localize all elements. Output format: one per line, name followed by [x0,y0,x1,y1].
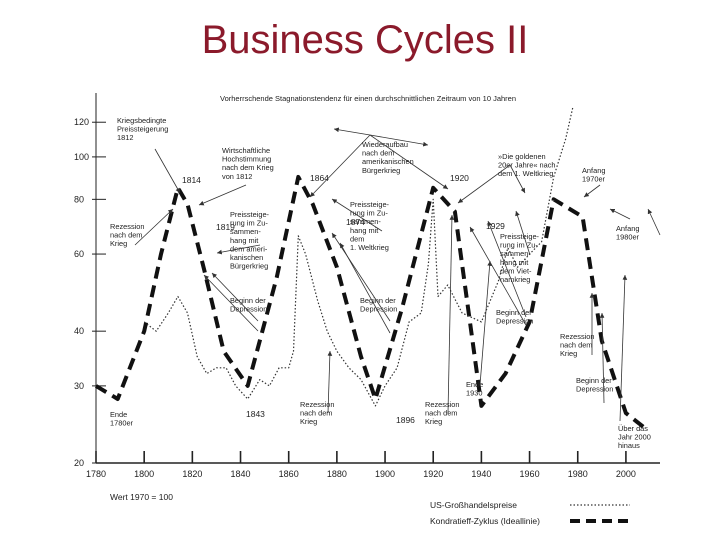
point-label-1896: 1896 [396,415,415,425]
x-tick-label: 1940 [471,469,491,479]
annotation-arrow [327,350,333,414]
x-tick-label: 1780 [86,469,106,479]
annotation-arrow [333,127,371,136]
annotation-arrow [457,164,511,204]
annotation-arrow [469,226,527,326]
x-tick-label: 1960 [520,469,540,479]
annotation-0: Kriegsbedingte Preissteigerung 1812 [117,116,168,142]
y-tick-label: 40 [74,326,84,336]
annotation-14: Rezession nach dem Krieg [560,332,595,358]
x-tick-label: 1880 [327,469,347,479]
annotation-arrow [369,134,429,147]
legend-label-0: US-Großhandelspreise [430,500,517,510]
annotation-arrow [599,312,605,404]
annotation-arrow [203,274,259,332]
annotation-15: Rezession nach dem Krieg [300,400,335,426]
annotation-arrow [479,260,493,386]
annotation-13: Beginn der Depression [576,376,613,394]
x-tick-label: 2000 [616,469,636,479]
x-tick-label: 1800 [134,469,154,479]
annotation-10: Beginn der Depression [230,296,267,314]
x-tick-label: 1920 [423,469,443,479]
annotation-3: »Die goldenen 20er Jahre« nach dem 1. Welt… [498,152,556,178]
annotation-5: Rezession nach dem Krieg [110,222,145,248]
point-label-1929: 1929 [486,221,505,231]
x-tick-label: 1820 [182,469,202,479]
annotation-1: Wirtschaftliche Hochstimmung nach dem Krie… [222,146,274,181]
annotation-arrow [198,184,247,206]
annotation-7: Preissteige-rung im Zu-sammen-hang mit de… [350,200,390,252]
base-note: Wert 1970 = 100 [110,492,173,502]
y-tick-label: 120 [74,117,89,127]
annotation-12: Beginn der Depression [496,308,533,326]
point-label-1874: 1874 [346,217,365,227]
annotation-arrow [487,220,527,318]
x-tick-label: 1860 [279,469,299,479]
annotation-arrow [609,208,631,220]
chart-title: Vorherrschende Stagnationstendenz für ei… [220,94,516,103]
annotation-19: Über das Jahr 2000 hinaus [618,424,651,450]
annotation-arrow [154,148,181,194]
y-tick-label: 80 [74,194,84,204]
x-tick-label: 1900 [375,469,395,479]
y-tick-label: 20 [74,458,84,468]
annotation-6: Preissteige-rung im Zu-sammen-hang mit de… [230,210,270,271]
y-tick-label: 30 [74,381,84,391]
annotation-arrow [583,184,601,198]
annotation-arrow [369,134,449,190]
x-tick-label: 1840 [231,469,251,479]
annotation-9: Anfang 1980er [616,224,640,242]
annotation-11: Beginn der Depression [360,296,397,314]
chart-annotations: Vorherrschende Stagnationstendenz für ei… [110,94,661,450]
annotation-arrow [134,208,174,246]
annotation-arrow [619,274,628,422]
y-tick-label: 100 [74,152,89,162]
annotation-arrow [447,214,455,414]
annotation-4: Anfang 1970er [582,166,606,184]
point-label-1843: 1843 [246,409,265,419]
annotation-arrow [211,272,259,322]
y-tick-label: 60 [74,249,84,259]
annotation-8: Preissteige-rung im Zu-sammen-hang mit de… [500,232,540,284]
x-tick-label: 1980 [568,469,588,479]
annotation-arrow [509,164,526,194]
point-label-1819: 1819 [216,222,235,232]
slide-title: Business Cycles II [201,18,529,62]
annotation-arrow [647,208,661,236]
legend-label-1: Kondratieff-Zyklus (Ideallinie) [430,516,540,526]
annotation-arrow [515,210,531,256]
annotation-17: Ende 1780er [110,410,134,428]
chart-figure: 120 100 80 60 40 30 20 1780 1800 1820 1840 1860 1880… [70,85,680,540]
annotation-arrow [216,244,261,255]
point-label-1920: 1920 [450,173,469,183]
point-label-1864: 1864 [310,173,329,183]
annotation-18: Ende 1930 [466,380,483,398]
annotation-2: Wiederaufbau nach dem amerikanischen Bürger… [362,140,414,175]
point-label-1814: 1814 [182,175,201,185]
annotation-arrow [331,198,383,232]
chart-axes [95,93,660,464]
chart-legend: Wert 1970 = 100 US-Großhandelspreise Kondr… [110,492,630,526]
annotation-arrow [309,134,371,198]
annotation-16: Rezession nach dem Krieg [425,400,460,426]
annotation-arrow [331,232,391,322]
